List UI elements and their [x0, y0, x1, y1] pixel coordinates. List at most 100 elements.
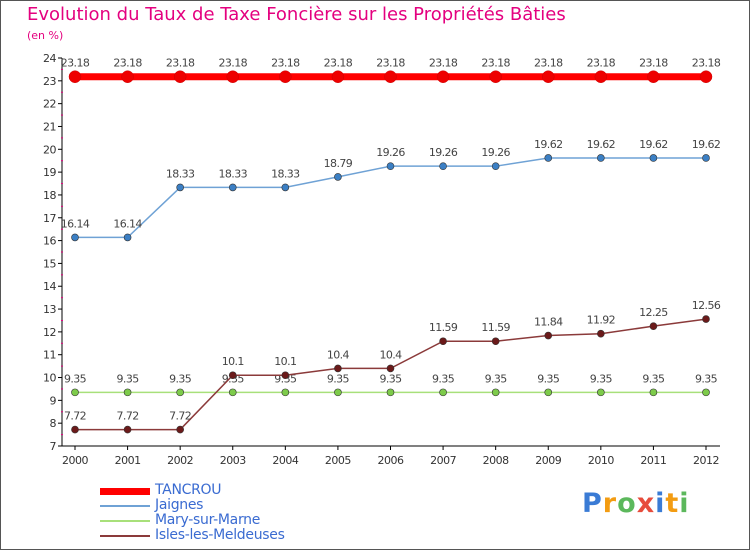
data-point — [491, 162, 500, 170]
data-point — [176, 388, 184, 397]
x-tick-label: 2005 — [325, 454, 351, 467]
legend-label: Mary-sur-Marne — [155, 512, 261, 528]
data-point — [68, 70, 82, 83]
legend-item: Isles-les-Meldeuses — [100, 527, 400, 544]
data-label: 23.18 — [271, 57, 300, 70]
data-label: 18.33 — [271, 167, 300, 180]
data-label: 23.18 — [429, 57, 458, 70]
data-label: 9.35 — [590, 372, 613, 385]
y-tick-label: 15 — [43, 257, 56, 270]
data-label: 9.35 — [169, 372, 192, 385]
x-tick-label: 2003 — [220, 454, 246, 467]
data-point — [384, 70, 397, 83]
logo-letter: t — [665, 488, 680, 519]
y-tick-label: 21 — [43, 120, 56, 133]
data-label: 11.59 — [481, 321, 510, 334]
data-point — [279, 70, 292, 83]
legend-item: Mary-sur-Marne — [100, 512, 400, 529]
legend: TANCROU Jaignes Mary-sur-Marne Isles-les-Me… — [100, 482, 400, 544]
legend-item: Jaignes — [100, 497, 400, 514]
data-point — [386, 162, 395, 170]
data-point — [702, 154, 710, 162]
data-point — [71, 425, 79, 434]
data-label: 19.26 — [376, 146, 405, 159]
data-point — [544, 388, 553, 397]
data-label: 10.1 — [274, 355, 296, 368]
legend-label: TANCROU — [155, 482, 222, 498]
data-point — [386, 388, 395, 397]
data-label: 23.18 — [113, 57, 142, 70]
data-label: 10.4 — [327, 348, 350, 361]
x-tick-label: 2004 — [272, 454, 298, 467]
y-tick-label: 9 — [50, 394, 57, 407]
data-label: 19.62 — [534, 138, 563, 151]
data-point — [597, 154, 605, 162]
data-point — [71, 233, 79, 242]
logo-letter: i — [655, 488, 666, 519]
x-tick-label: 2011 — [640, 454, 666, 467]
y-tick-label: 16 — [43, 235, 56, 248]
y-tick-label: 7 — [50, 440, 57, 453]
data-label: 7.72 — [64, 410, 86, 423]
data-point — [542, 70, 555, 83]
data-label: 16.14 — [61, 217, 90, 230]
legend-label: Isles-les-Meldeuses — [155, 527, 285, 543]
data-point — [228, 388, 237, 397]
logo-letter: i — [679, 488, 690, 519]
data-point — [176, 183, 184, 192]
legend-swatch — [100, 505, 150, 507]
data-point — [121, 70, 134, 83]
data-point — [334, 388, 342, 397]
x-tick-label: 2008 — [483, 454, 509, 467]
legend-swatch — [100, 535, 150, 537]
data-label: 9.35 — [432, 372, 455, 385]
y-tick-label: 14 — [43, 280, 56, 293]
data-point — [281, 183, 290, 192]
data-label: 19.26 — [481, 146, 510, 159]
data-label: 9.35 — [327, 372, 350, 385]
data-label: 12.25 — [639, 306, 668, 319]
data-point — [597, 329, 605, 338]
data-label: 19.62 — [692, 138, 721, 151]
data-label: 11.92 — [587, 314, 616, 327]
logo-letter: x — [636, 488, 656, 519]
data-point — [544, 331, 553, 340]
y-tick-label: 22 — [43, 98, 56, 111]
x-tick-label: 2001 — [115, 454, 141, 467]
data-label: 11.84 — [534, 316, 563, 329]
data-label: 7.72 — [169, 410, 191, 423]
data-point — [176, 425, 184, 434]
y-tick-label: 24 — [43, 52, 56, 65]
y-tick-label: 23 — [43, 75, 56, 88]
legend-swatch — [100, 488, 150, 495]
data-label: 9.35 — [485, 372, 508, 385]
y-tick-label: 12 — [43, 326, 56, 339]
data-point — [436, 70, 450, 83]
data-point — [123, 388, 132, 397]
data-label: 23.18 — [219, 57, 248, 70]
data-point — [228, 183, 237, 192]
data-point — [123, 425, 132, 434]
chart-title: Evolution du Taux de Taxe Foncière sur l… — [27, 4, 566, 25]
chart-unit-label: (en %) — [27, 29, 64, 42]
x-tick-label: 2012 — [693, 454, 719, 467]
data-label: 18.33 — [219, 167, 248, 180]
data-point — [71, 388, 79, 397]
data-label: 16.14 — [113, 217, 142, 230]
legend-swatch — [100, 520, 150, 522]
data-label: 12.56 — [692, 299, 721, 312]
x-tick-label: 2010 — [588, 454, 614, 467]
data-label: 9.35 — [64, 372, 87, 385]
data-point — [334, 364, 342, 373]
logo-letter: P — [582, 488, 603, 519]
data-point — [491, 337, 500, 346]
data-label: 18.79 — [324, 157, 353, 170]
data-label: 9.35 — [695, 372, 718, 385]
legend-item: TANCROU — [100, 482, 400, 499]
y-tick-label: 20 — [43, 143, 56, 156]
data-label: 23.18 — [587, 57, 616, 70]
data-label: 11.59 — [429, 321, 458, 334]
data-label: 19.62 — [639, 138, 668, 151]
